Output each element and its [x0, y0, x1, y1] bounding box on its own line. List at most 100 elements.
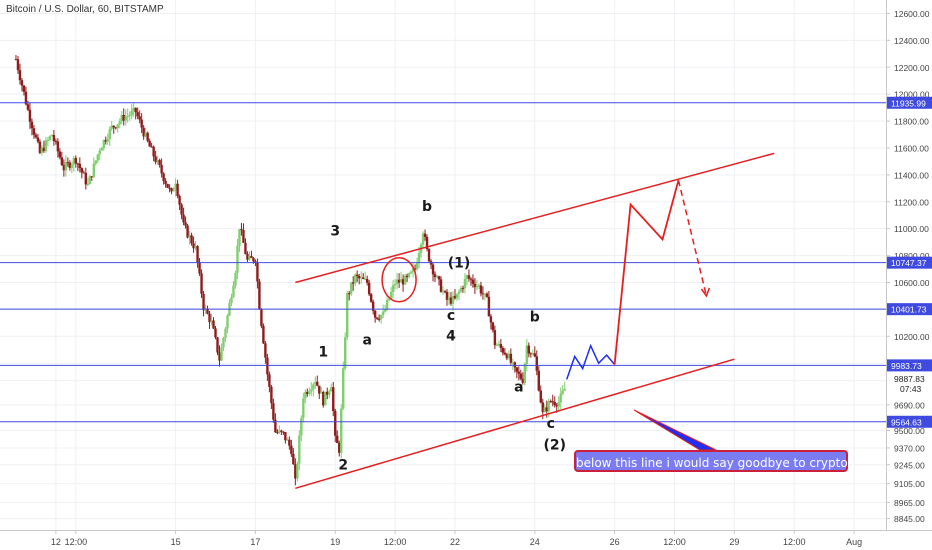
highlight-circle	[381, 257, 417, 303]
candle-body	[377, 318, 381, 320]
price-tick-label: 8965.00	[894, 498, 925, 508]
candle-body	[431, 264, 435, 275]
countdown-label: 07:43	[900, 384, 922, 394]
candle-body	[78, 163, 82, 169]
candle-body	[202, 293, 205, 311]
price-tick-label: 12200.00	[894, 63, 930, 73]
price-axis[interactable]: 12600.00 12400.00 12200.00 12000.00 11800.00…	[886, 0, 932, 550]
price-tick-label: 12400.00	[894, 36, 930, 46]
candle-body	[172, 190, 175, 192]
candle-body	[54, 140, 58, 142]
time-tick-label: 22	[450, 537, 460, 547]
candle-body	[511, 362, 515, 364]
candle-body	[383, 309, 387, 312]
candle-body	[312, 384, 315, 390]
candle-body	[294, 464, 297, 479]
candle-body	[559, 393, 562, 403]
candle-body	[483, 293, 487, 295]
wave-label: c	[547, 416, 555, 432]
candle-body	[154, 156, 157, 163]
candle-body	[344, 337, 347, 369]
candle-body	[549, 401, 552, 403]
candle-body	[517, 371, 521, 374]
candle-body	[443, 291, 447, 293]
candle-body	[479, 285, 483, 294]
candle-body	[485, 293, 489, 297]
candle-body	[98, 150, 101, 155]
candle-body	[248, 256, 251, 260]
candle-body	[314, 381, 317, 385]
candle-body	[270, 386, 273, 404]
projection-blue	[566, 343, 616, 380]
candle-body	[342, 368, 345, 409]
candle-body	[515, 367, 519, 372]
candle-body	[503, 352, 507, 355]
candle-body	[381, 311, 385, 316]
candle-body	[42, 147, 46, 152]
candle-body	[22, 85, 26, 92]
candle-body	[168, 187, 171, 189]
candle-body	[226, 315, 229, 329]
candle-body	[174, 183, 177, 191]
wave-label: b	[422, 199, 432, 215]
candle-body	[413, 268, 417, 270]
price-tick-label: 11200.00	[894, 197, 929, 207]
price-tick-label: 9500.00	[894, 426, 925, 436]
candle-body	[487, 296, 491, 317]
candle-body	[276, 432, 279, 434]
candle-body	[214, 328, 217, 338]
candle-body	[284, 432, 287, 441]
candle-body	[132, 107, 135, 111]
price-tag-label: 9983.73	[891, 361, 922, 371]
candle-body	[182, 214, 185, 223]
price-tag	[887, 415, 932, 428]
candle-body	[50, 134, 54, 137]
candle-body	[555, 404, 558, 407]
trend-line	[295, 358, 735, 490]
candle-body	[260, 309, 263, 326]
wave-label: (1)	[448, 256, 471, 272]
price-tick-label: 9370.00	[894, 443, 925, 453]
candle-body	[447, 297, 451, 300]
candle-body	[280, 430, 283, 432]
candle-body	[130, 110, 133, 116]
candle-body	[58, 151, 62, 158]
candle-body	[553, 401, 556, 405]
candle-body	[290, 445, 293, 454]
candle-body	[302, 398, 305, 419]
price-tick-label: 11000.00	[894, 224, 929, 234]
candle-body	[160, 165, 163, 174]
candle-body	[332, 387, 335, 412]
candle-body	[543, 407, 546, 413]
candle-body	[461, 287, 465, 289]
candle-body	[242, 230, 245, 243]
candle-body	[224, 328, 227, 338]
candle-body	[194, 246, 197, 249]
candle-body	[234, 272, 237, 286]
annotation-callout[interactable]: below this line i would say goodbye to c…	[574, 450, 854, 472]
candle-body	[427, 249, 431, 262]
candle-body	[184, 222, 187, 226]
candle-body	[110, 125, 113, 129]
price-tag-label: 11935.99	[891, 98, 926, 108]
candle-body	[523, 363, 527, 384]
candle-body	[24, 91, 28, 105]
candle-body	[220, 347, 223, 361]
candle-body	[104, 140, 107, 142]
candle-body	[80, 168, 84, 173]
time-tick-label: 24	[530, 537, 540, 547]
candle-body	[134, 107, 137, 113]
chart-title: Bitcoin / U.S. Dollar, 60, BITSTAMP	[6, 4, 164, 15]
candle-body	[218, 352, 221, 361]
candle-body	[52, 134, 56, 141]
projection-red	[613, 180, 680, 365]
time-axis-bg	[0, 530, 932, 550]
candle-body	[308, 391, 311, 394]
candle-body	[266, 357, 269, 375]
candle-body	[365, 278, 369, 283]
time-axis[interactable]: 12 12:00 15 17 19 12:00 22 24 26 12:00 29 12:00 Aug	[0, 530, 932, 550]
candle-body	[206, 308, 209, 314]
price-tick-label: 12600.00	[894, 9, 930, 19]
candle-body	[178, 196, 181, 205]
